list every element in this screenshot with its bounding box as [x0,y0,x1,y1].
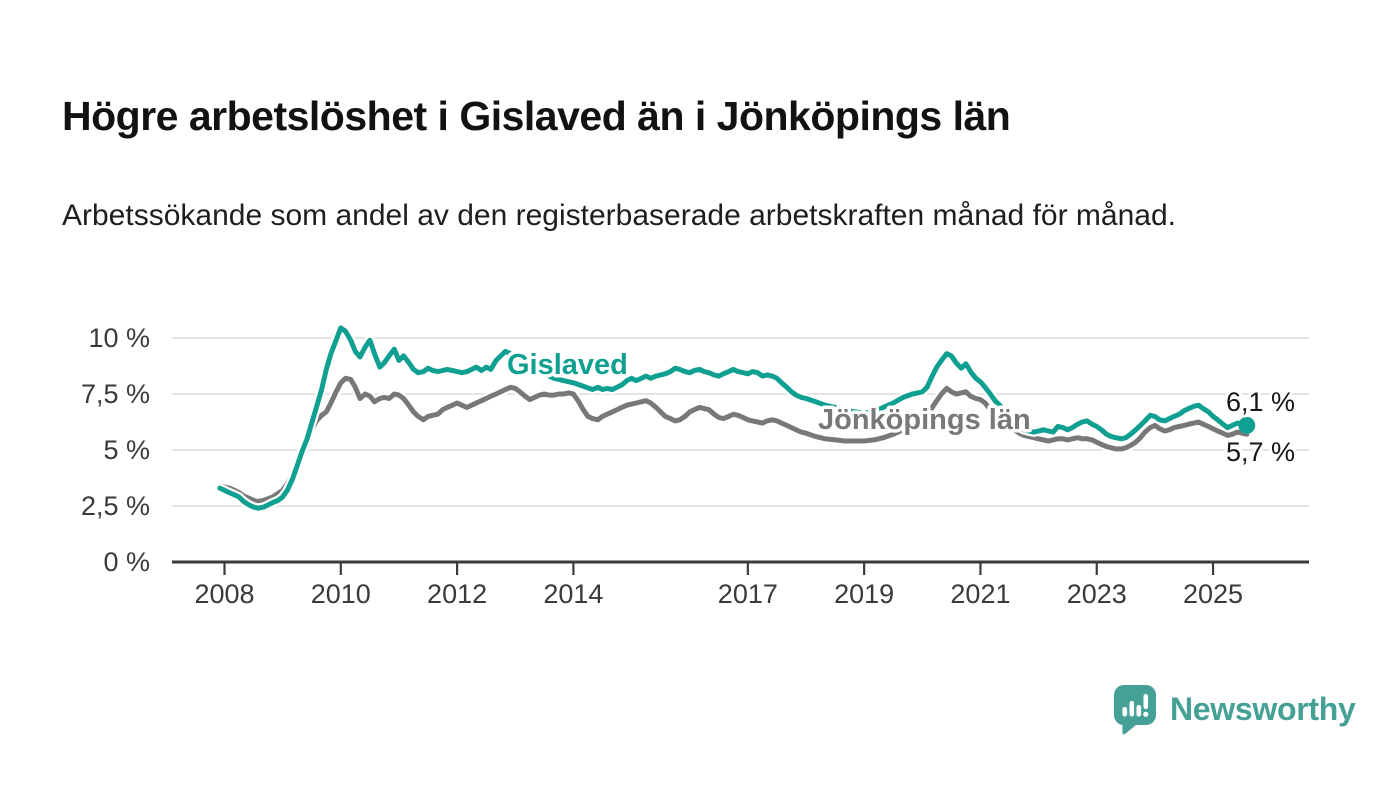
series-label: Jönköpings län [818,404,1031,436]
logo-text: Newsworthy [1170,690,1356,727]
series-end-dot [1238,416,1256,434]
x-tick-label: 2025 [1183,579,1243,609]
bar-chart-speech-bubble-icon [1114,685,1156,735]
x-tick-label: 2010 [311,579,371,609]
x-tick-label: 2012 [427,579,487,609]
x-tick-label: 2014 [543,579,603,609]
series-line-jonkoping [217,375,1250,504]
y-tick-label: 2,5 % [81,491,150,521]
series-label: Gislaved [507,349,628,381]
chart-subtitle: Arbetssökande som andel av den registerb… [62,199,1176,232]
x-tick-label: 2008 [194,579,254,609]
x-tick-label: 2023 [1067,579,1127,609]
x-tick-label: 2021 [950,579,1010,609]
y-tick-label: 7,5 % [81,379,150,409]
end-value-label: 5,7 % [1226,437,1295,467]
y-tick-label: 5 % [103,435,150,465]
y-tick-label: 0 % [103,547,150,577]
x-tick-label: 2019 [834,579,894,609]
y-tick-label: 10 % [88,323,150,353]
x-tick-label: 2017 [718,579,778,609]
page-title: Högre arbetslöshet i Gislaved än i Jönkö… [62,93,1011,140]
end-value-label: 6,1 % [1226,387,1295,417]
series-line-gislaved [217,325,1250,511]
newsworthy-logo: Newsworthy [1112,684,1356,735]
